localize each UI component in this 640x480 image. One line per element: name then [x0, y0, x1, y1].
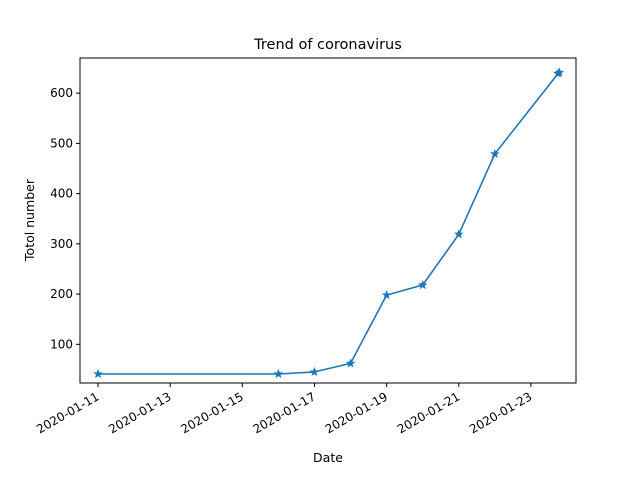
plot-frame: [79, 57, 577, 384]
chart-title: Trend of coronavirus: [253, 37, 402, 53]
y-tick-label: 100: [50, 337, 73, 351]
y-tick-label: 400: [50, 187, 73, 201]
y-tick-label: 200: [50, 287, 73, 301]
data-point-marker: [490, 148, 500, 159]
y-tick-label: 500: [50, 136, 73, 150]
series-line: [98, 71, 560, 375]
data-point-marker: [453, 229, 464, 239]
data-point-marker: [381, 290, 392, 300]
data-point-marker: [273, 368, 284, 379]
y-tick-label: 600: [50, 86, 73, 100]
data-point-marker: [554, 67, 565, 77]
y-axis-label: Totol number: [22, 178, 37, 262]
data-point-marker: [93, 368, 103, 379]
data-point-marker: [309, 366, 320, 377]
y-tick-label: 300: [50, 237, 73, 251]
plot-area: [80, 58, 576, 383]
data-point-marker: [417, 280, 428, 290]
data-point-marker: [345, 358, 356, 368]
series-markers: [93, 67, 565, 379]
x-axis-label: Date: [313, 450, 343, 465]
